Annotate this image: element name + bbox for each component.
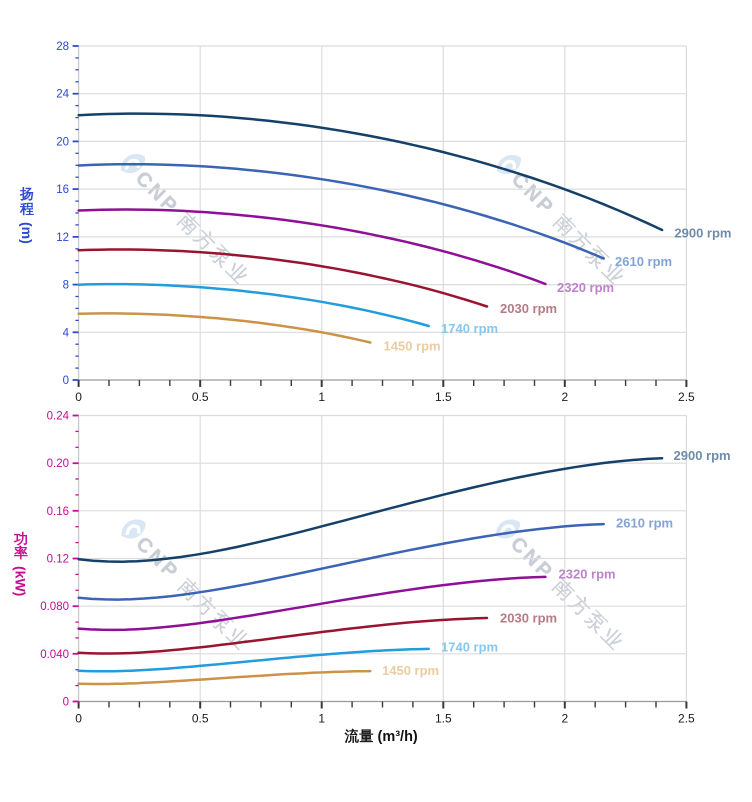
svg-text:20: 20: [56, 136, 69, 148]
svg-text:2320 rpm: 2320 rpm: [559, 567, 616, 582]
svg-text:2.5: 2.5: [678, 712, 695, 726]
svg-text:0: 0: [75, 712, 82, 726]
svg-text:1450 rpm: 1450 rpm: [384, 339, 441, 354]
svg-text:0.16: 0.16: [47, 506, 69, 518]
svg-text:1: 1: [318, 712, 325, 726]
svg-text:1: 1: [318, 390, 325, 404]
svg-text:1.5: 1.5: [435, 712, 452, 726]
svg-text:1740 rpm: 1740 rpm: [441, 321, 498, 336]
svg-text:16: 16: [56, 184, 69, 196]
svg-text:2900 rpm: 2900 rpm: [674, 448, 731, 463]
svg-text:2: 2: [561, 712, 568, 726]
svg-text:0: 0: [63, 375, 69, 387]
svg-text:2030 rpm: 2030 rpm: [500, 301, 557, 316]
svg-text:2610 rpm: 2610 rpm: [616, 516, 673, 531]
svg-text:2.5: 2.5: [678, 390, 695, 404]
svg-text:2610 rpm: 2610 rpm: [615, 254, 672, 269]
svg-text:0: 0: [75, 390, 82, 404]
svg-text:0.080: 0.080: [40, 601, 69, 613]
svg-text:8: 8: [63, 280, 69, 292]
svg-text:0.20: 0.20: [47, 458, 69, 470]
svg-text:0.5: 0.5: [192, 390, 209, 404]
svg-text:2: 2: [561, 390, 568, 404]
svg-text:0.12: 0.12: [47, 554, 69, 566]
svg-text:2900 rpm: 2900 rpm: [674, 226, 731, 241]
svg-text:1450 rpm: 1450 rpm: [382, 663, 439, 678]
svg-text:(m³/h): (m³/h): [378, 729, 418, 745]
svg-text:(m): (m): [19, 222, 35, 244]
svg-text:12: 12: [56, 232, 69, 244]
svg-text:28: 28: [56, 41, 69, 53]
svg-text:2030 rpm: 2030 rpm: [500, 611, 557, 626]
svg-text:2320 rpm: 2320 rpm: [557, 280, 614, 295]
svg-text:0.040: 0.040: [40, 649, 69, 661]
svg-text:1740 rpm: 1740 rpm: [441, 640, 498, 655]
svg-text:1.5: 1.5: [435, 390, 452, 404]
svg-text:24: 24: [56, 89, 69, 101]
svg-text:0.24: 0.24: [47, 411, 70, 423]
svg-text:0: 0: [63, 697, 69, 709]
svg-text:(kW): (kW): [13, 566, 29, 596]
svg-text:4: 4: [63, 327, 70, 339]
svg-text:0.5: 0.5: [192, 712, 209, 726]
